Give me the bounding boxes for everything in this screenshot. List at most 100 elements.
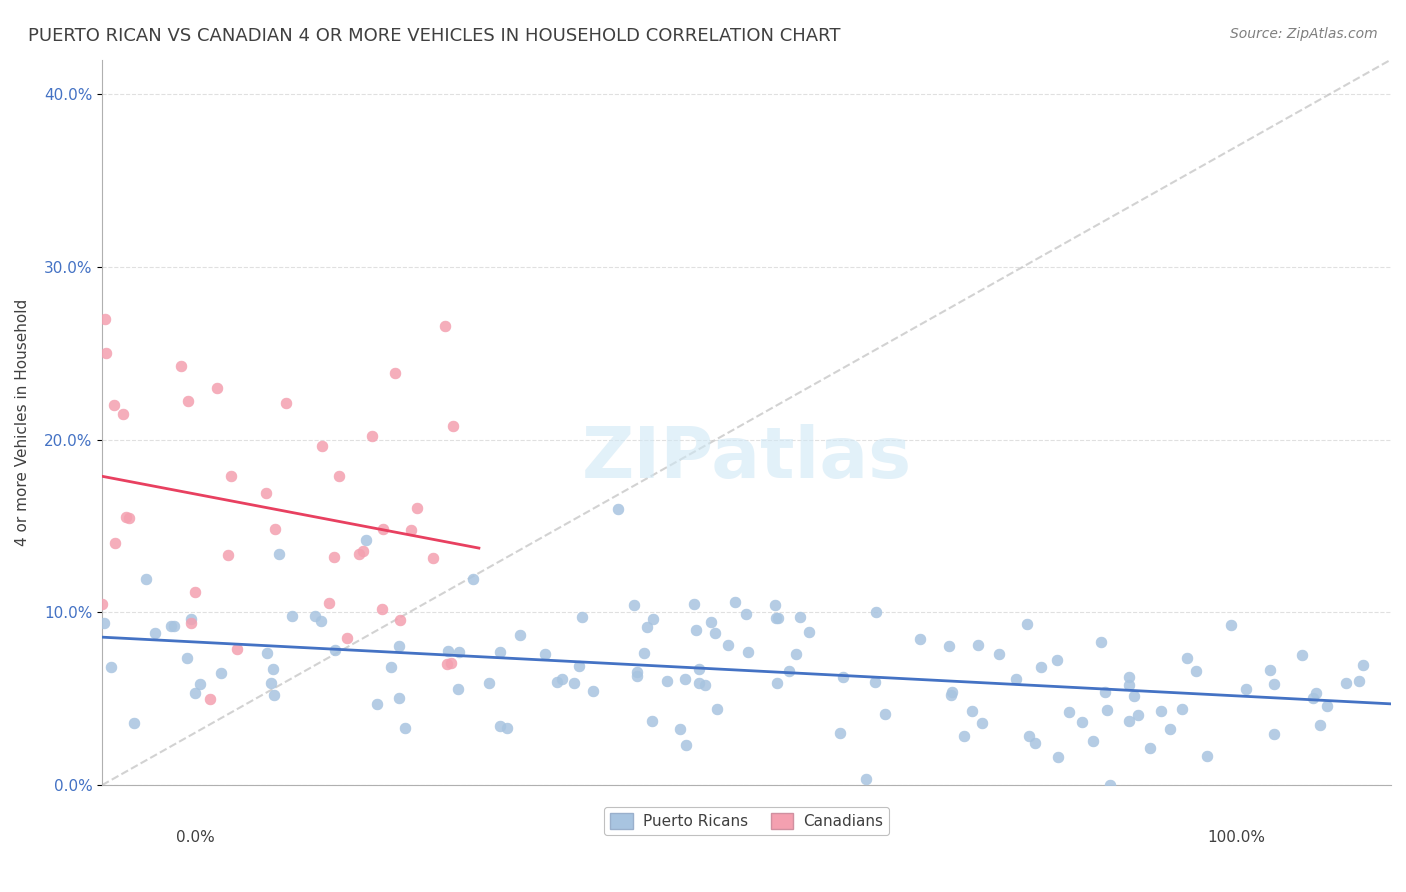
Text: ZIPatlas: ZIPatlas	[582, 424, 911, 493]
Point	[1090, 634, 1112, 648]
Point	[463, 573, 485, 587]
Point	[159, 618, 181, 632]
Point	[254, 486, 277, 500]
Point	[360, 429, 382, 443]
Point	[380, 660, 402, 674]
Point	[717, 638, 740, 652]
Point	[114, 510, 136, 524]
Point	[1351, 657, 1374, 672]
Point	[789, 610, 811, 624]
Point	[93, 615, 115, 630]
Point	[1097, 703, 1119, 717]
Point	[865, 605, 887, 619]
Point	[262, 662, 284, 676]
Point	[394, 721, 416, 735]
Point	[323, 643, 346, 657]
Point	[785, 647, 807, 661]
Point	[264, 522, 287, 536]
Point	[207, 381, 229, 395]
Point	[830, 725, 852, 739]
Point	[1348, 673, 1371, 688]
Point	[336, 631, 359, 645]
Point	[765, 598, 787, 612]
Point	[1260, 663, 1282, 677]
Point	[328, 469, 350, 483]
Point	[1316, 699, 1339, 714]
Point	[311, 439, 333, 453]
Point	[190, 677, 212, 691]
Point	[180, 616, 202, 631]
Point	[1081, 734, 1104, 748]
Point	[209, 665, 232, 680]
Point	[1126, 708, 1149, 723]
Point	[184, 686, 207, 700]
Point	[688, 676, 710, 690]
Point	[1305, 686, 1327, 700]
Point	[281, 609, 304, 624]
Point	[1195, 748, 1218, 763]
Point	[953, 729, 976, 743]
Point	[489, 645, 512, 659]
Point	[143, 625, 166, 640]
Point	[1291, 648, 1313, 663]
Point	[170, 359, 193, 373]
Point	[623, 598, 645, 612]
Point	[183, 584, 205, 599]
Point	[832, 670, 855, 684]
Point	[737, 645, 759, 659]
Point	[318, 596, 340, 610]
Point	[706, 702, 728, 716]
Point	[118, 511, 141, 525]
Point	[675, 738, 697, 752]
Point	[263, 688, 285, 702]
Text: PUERTO RICAN VS CANADIAN 4 OR MORE VEHICLES IN HOUSEHOLD CORRELATION CHART: PUERTO RICAN VS CANADIAN 4 OR MORE VEHIC…	[28, 27, 841, 45]
Point	[633, 646, 655, 660]
Point	[309, 614, 332, 628]
Point	[865, 674, 887, 689]
Point	[91, 597, 114, 611]
Point	[765, 675, 787, 690]
Point	[104, 536, 127, 550]
Point	[441, 418, 464, 433]
Point	[626, 665, 648, 680]
Point	[447, 645, 470, 659]
Point	[447, 681, 470, 696]
Point	[122, 715, 145, 730]
Point	[1029, 659, 1052, 673]
Point	[972, 716, 994, 731]
Point	[1159, 722, 1181, 736]
Point	[700, 615, 723, 630]
Point	[941, 685, 963, 699]
Point	[1302, 691, 1324, 706]
Text: 100.0%: 100.0%	[1208, 830, 1265, 845]
Point	[180, 612, 202, 626]
Point	[1149, 704, 1171, 718]
Text: 0.0%: 0.0%	[176, 830, 215, 845]
Point	[94, 346, 117, 360]
Point	[267, 547, 290, 561]
Point	[347, 547, 370, 561]
Point	[1046, 653, 1069, 667]
Point	[366, 697, 388, 711]
Point	[778, 664, 800, 678]
Point	[221, 469, 243, 483]
Point	[354, 533, 377, 548]
Point	[988, 647, 1011, 661]
Point	[433, 318, 456, 333]
Point	[685, 623, 707, 637]
Point	[673, 673, 696, 687]
Point	[688, 662, 710, 676]
Point	[100, 660, 122, 674]
Point	[112, 407, 135, 421]
Point	[217, 549, 239, 563]
Legend: Puerto Ricans, Canadians: Puerto Ricans, Canadians	[605, 807, 889, 836]
Point	[766, 611, 789, 625]
Point	[1309, 717, 1331, 731]
Point	[388, 613, 411, 627]
Point	[256, 646, 278, 660]
Point	[668, 722, 690, 736]
Point	[478, 675, 501, 690]
Point	[551, 673, 574, 687]
Y-axis label: 4 or more Vehicles in Household: 4 or more Vehicles in Household	[15, 299, 30, 546]
Point	[797, 625, 820, 640]
